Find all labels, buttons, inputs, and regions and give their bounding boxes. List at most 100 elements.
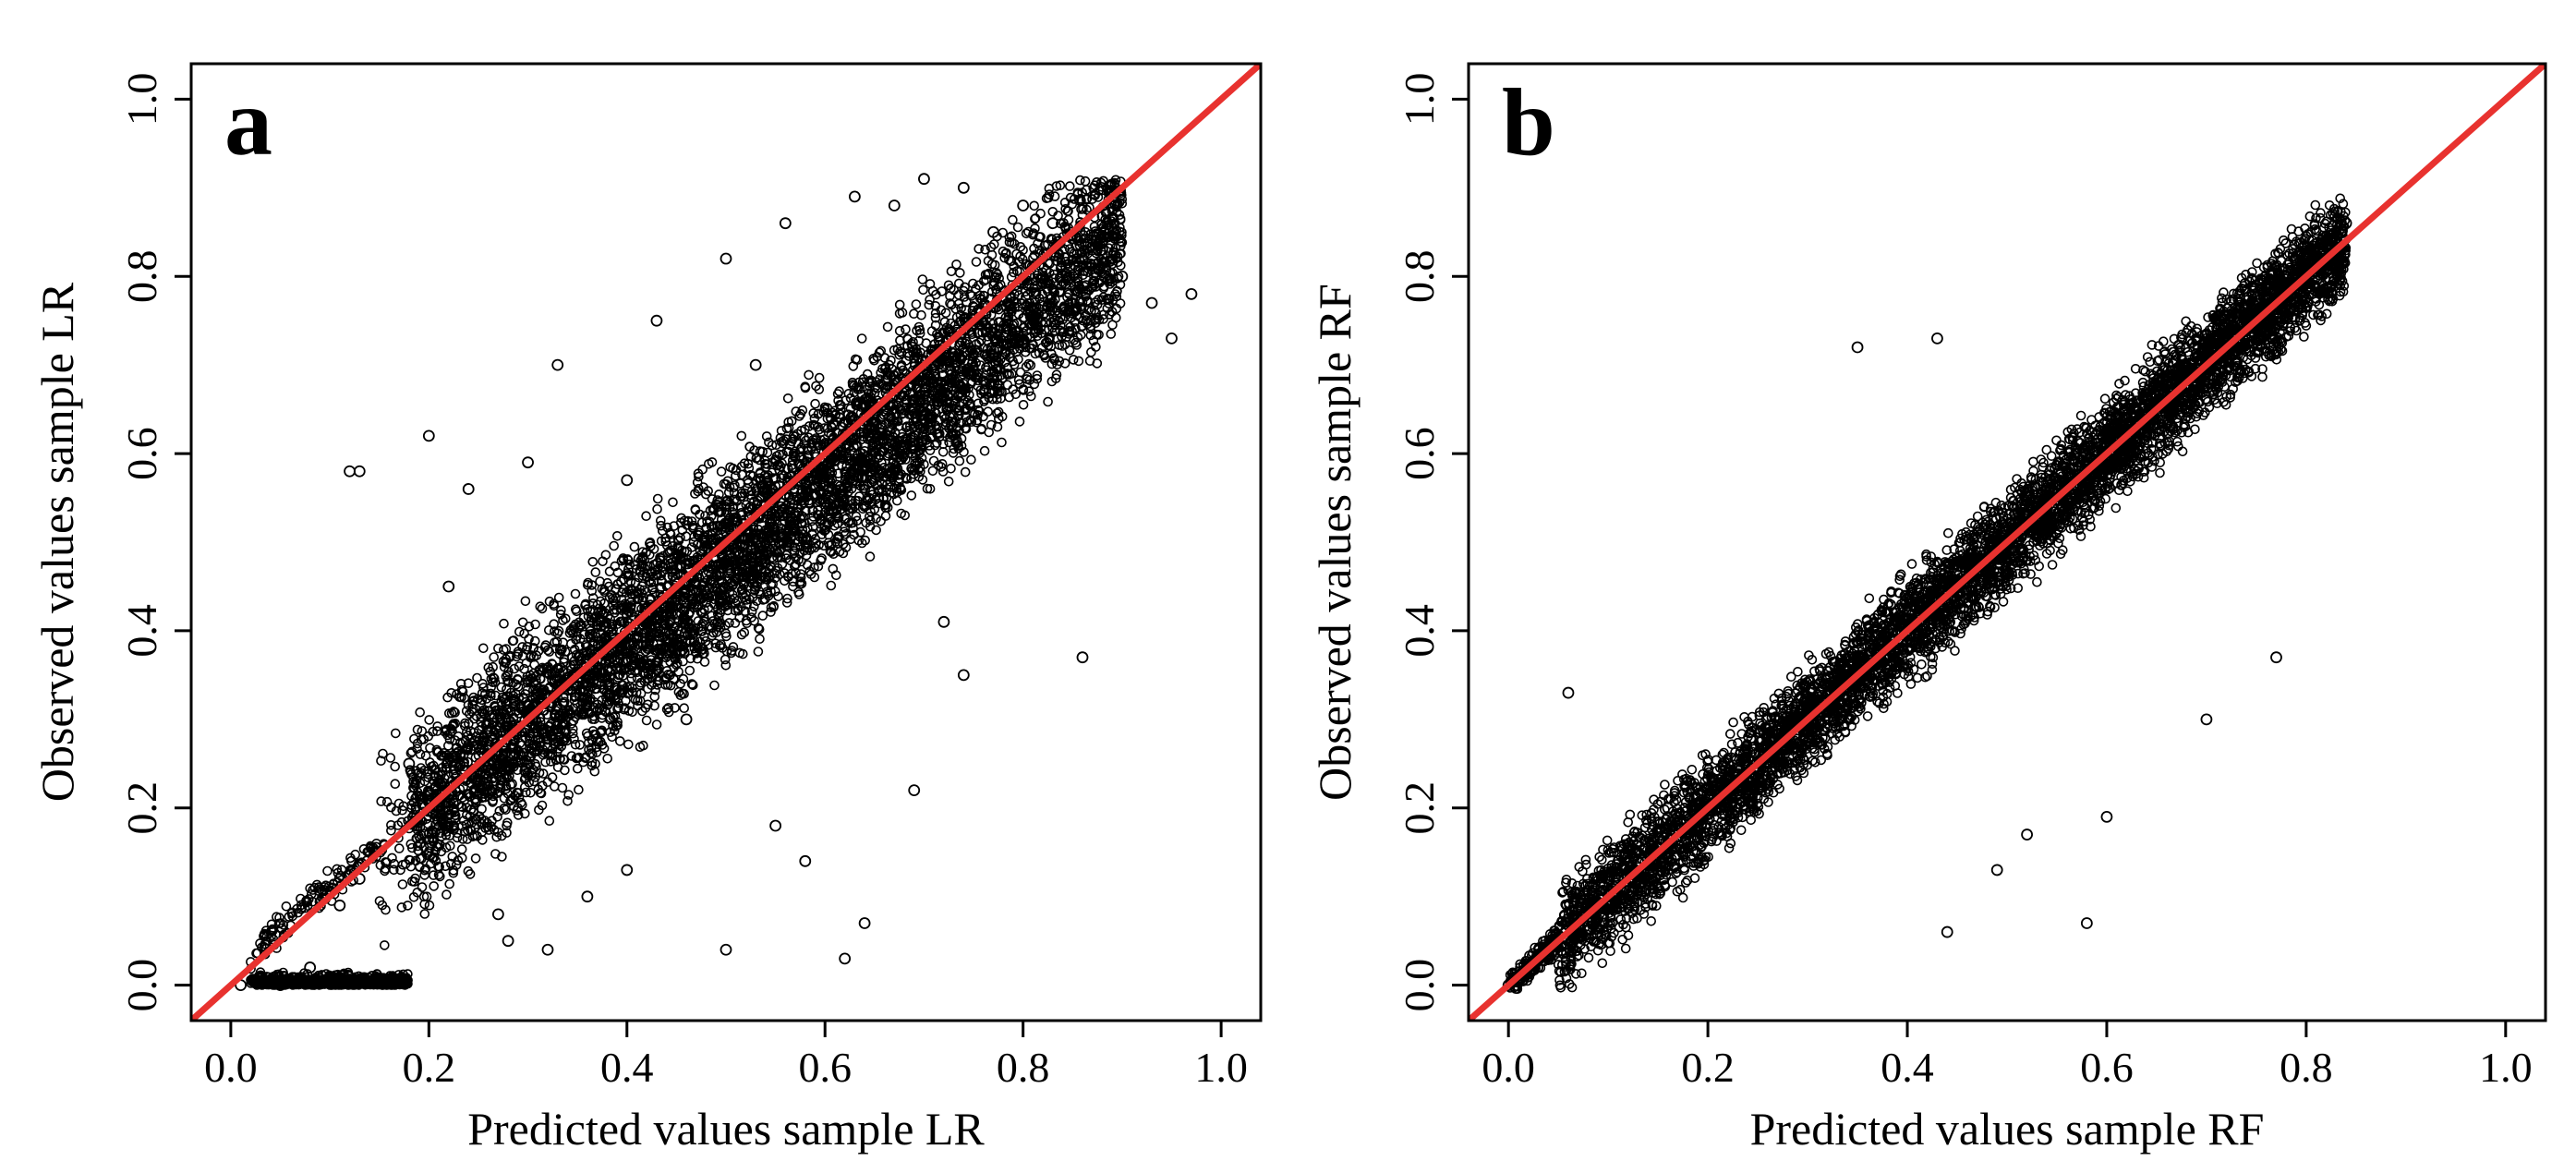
panel-b-x-tick-label: 0.0 xyxy=(1482,1044,1535,1091)
panel-a-data-point xyxy=(344,465,356,478)
panel-b-plot-frame xyxy=(1467,62,2547,1022)
panel-b-data-point xyxy=(1602,873,1615,885)
panel-a-y-tick-label: 0.6 xyxy=(118,427,165,480)
panel-a-data-point xyxy=(442,580,455,593)
panel-a-data-point xyxy=(680,713,693,726)
panel-a-data-point xyxy=(581,890,594,903)
panel-a-data-point xyxy=(1017,200,1030,212)
panel-a-data-point xyxy=(818,518,831,531)
panel-a-data-point xyxy=(422,429,435,442)
panel-b-y-tick-label: 1.0 xyxy=(1396,73,1443,126)
panel-a-plot-frame xyxy=(189,62,1263,1022)
panel-b-y-tick-label: 0.6 xyxy=(1396,427,1443,480)
panel-a-data-point xyxy=(839,952,852,965)
panel-b-data-point xyxy=(1931,332,1943,345)
panel-b-x-axis-label: Predicted values sample RF xyxy=(1750,1103,2265,1155)
panel-a-x-tick-label: 0.4 xyxy=(600,1044,654,1091)
panel-a-data-point xyxy=(1046,217,1059,230)
panel-a-identity-line xyxy=(191,64,1261,1021)
panel-a-x-axis: 0.0 0.2 0.4 0.6 0.8 1.0 xyxy=(204,1021,1248,1091)
panel-a-data-point xyxy=(1185,288,1198,300)
panel-b-x-tick-label: 0.2 xyxy=(1681,1044,1735,1091)
panel-a-x-tick-label: 0.8 xyxy=(997,1044,1050,1091)
panel-b-y-tick-label: 0.2 xyxy=(1396,781,1443,835)
panel-a-data-point xyxy=(621,474,634,487)
panel-a-y-axis-label: Observed values sample LR xyxy=(31,282,83,802)
panel-b-data-point xyxy=(1662,802,1675,815)
panel-a-data-point xyxy=(462,483,475,495)
panel-a-data-point xyxy=(957,669,970,682)
panel-b-data-point xyxy=(2001,536,2014,549)
panel-a-x-tick-label: 0.2 xyxy=(403,1044,456,1091)
panel-b-y-axis: 0.0 0.2 0.4 0.6 0.8 1.0 xyxy=(1396,73,1469,1012)
panel-a-data-point xyxy=(650,314,663,327)
panel-a-data-point xyxy=(1096,244,1108,256)
panel-a-data-point xyxy=(720,252,732,265)
panel-b-data-point xyxy=(2260,288,2273,300)
panel-a-letter: a xyxy=(224,69,272,175)
panel-b-data-point xyxy=(2160,394,2173,406)
panel-a-data-point xyxy=(304,961,317,973)
panel-b-data-point xyxy=(1562,686,1575,699)
panel-b-letter: b xyxy=(1502,69,1555,175)
panel-b-data-point xyxy=(1881,624,1893,637)
panel-a-data-point xyxy=(1145,296,1158,309)
panel-b-x-axis: 0.0 0.2 0.4 0.6 0.8 1.0 xyxy=(1482,1021,2533,1091)
panel-a-data-point xyxy=(769,819,782,832)
panel-b-data-point xyxy=(1841,678,1854,690)
panel-a-data-point xyxy=(274,979,286,992)
panel-a-data-point xyxy=(551,358,564,371)
panel-a-x-tick-label: 1.0 xyxy=(1194,1044,1248,1091)
panel-b-y-axis-label: Observed values sample RF xyxy=(1309,284,1361,801)
panel-a-data-point xyxy=(353,465,366,478)
panel-a-data-point xyxy=(957,181,970,194)
panel-b-data-point xyxy=(1502,979,1515,992)
panel-a-data-point xyxy=(749,358,762,371)
panel-b-y-tick-label: 0.8 xyxy=(1396,249,1443,303)
panel-b-data-point xyxy=(2121,429,2133,442)
panel-b-data-point xyxy=(1851,341,1864,354)
panel-a-data-point xyxy=(541,943,554,956)
panel-b-x-tick-label: 0.8 xyxy=(2280,1044,2333,1091)
panel-a-data-point xyxy=(848,190,861,203)
panel-b-data-point xyxy=(2080,917,2093,929)
panel-a-y-tick-label: 0.2 xyxy=(118,781,165,835)
panel-a-data-point xyxy=(1116,270,1129,283)
panel-a-data-point xyxy=(987,225,999,238)
panel-b-data-point xyxy=(2200,713,2213,726)
panel-a-data-point xyxy=(254,970,267,983)
panel-b-x-tick-label: 0.4 xyxy=(1881,1044,1934,1091)
panel-a-data-point xyxy=(888,200,901,212)
panel-a-x-axis-label: Predicted values sample LR xyxy=(467,1103,985,1155)
panel-a-data-point xyxy=(491,908,504,921)
panel-b-y-tick-label: 0.0 xyxy=(1396,959,1443,1012)
panel-a: 0.0 0.2 0.4 0.6 0.8 1.0 0.00.20.40.60.81.0 a … xyxy=(31,62,1263,1155)
panel-b-identity-line xyxy=(1469,64,2546,1021)
panel-a-y-tick-label: 0.0 xyxy=(118,959,165,1012)
panel-b-data-point xyxy=(1941,925,1953,938)
panel-b-data-point xyxy=(2080,465,2093,478)
panel-b-data-point xyxy=(2100,810,2113,823)
panel-a-data-point xyxy=(908,784,921,796)
panel-a-points xyxy=(235,173,1198,992)
panel-a-data-point xyxy=(1166,332,1178,345)
panel-a-y-tick-label: 0.8 xyxy=(118,249,165,303)
panel-a-data-point xyxy=(1076,651,1089,664)
panel-a-data-point xyxy=(333,899,346,912)
panel-a-y-tick-label: 0.4 xyxy=(118,604,165,658)
panel-b: 0.0 0.2 0.4 0.6 0.8 1.0 0.00.20.40.60.81.0 b … xyxy=(1309,62,2547,1155)
panel-b-x-tick-label: 1.0 xyxy=(2479,1044,2533,1091)
panel-a-data-point xyxy=(937,615,950,628)
panel-a-data-point xyxy=(1076,252,1089,265)
panel-b-data-point xyxy=(1722,757,1735,770)
panel-a-y-tick-label: 1.0 xyxy=(118,73,165,126)
panel-a-data-point xyxy=(918,173,930,186)
panel-b-data-point xyxy=(1961,553,1974,566)
panel-a-data-point xyxy=(779,217,792,230)
panel-a-data-point xyxy=(858,917,871,929)
panel-b-data-point xyxy=(2340,217,2352,230)
panel-a-data-point xyxy=(720,943,732,956)
panel-a-data-point xyxy=(403,757,416,770)
panel-a-data-point xyxy=(621,864,634,877)
